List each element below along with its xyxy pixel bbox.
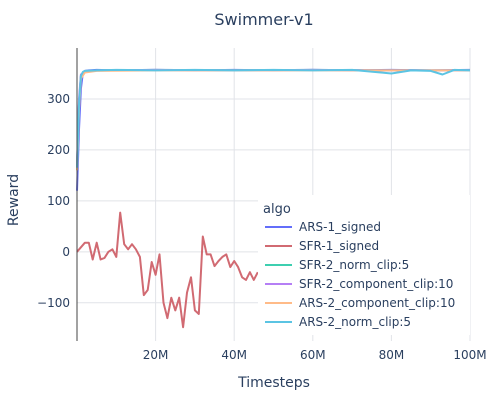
series-line	[76, 68, 471, 168]
legend: algo ARS-1_signed SFR-1_signed SFR-2_norm_…	[258, 195, 470, 335]
legend-background	[258, 195, 470, 335]
x-tick-label: 100M	[453, 348, 486, 362]
x-tick-label: 80M	[379, 348, 405, 362]
legend-item-label[interactable]: ARS-2_norm_clip:5	[299, 315, 411, 329]
y-axis-title: Reward	[6, 174, 22, 226]
y-tick-label: 0	[62, 245, 70, 259]
x-tick-label: 60M	[300, 348, 326, 362]
y-tick-label: −100	[37, 296, 70, 310]
y-tick-label: 200	[47, 143, 70, 157]
chart-title: Swimmer-v1	[214, 10, 313, 29]
legend-item-label[interactable]: SFR-2_norm_clip:5	[299, 258, 409, 272]
axis-layer: −100 0 100 200 300 20M 40M 60M 80M 100M	[37, 48, 487, 362]
series-line	[76, 211, 259, 329]
x-axis-title: Timesteps	[237, 375, 310, 391]
legend-item-label[interactable]: ARS-1_signed	[299, 220, 381, 234]
legend-item-label[interactable]: SFR-1_signed	[299, 239, 379, 253]
y-tick-label: 300	[47, 92, 70, 106]
legend-item-label[interactable]: ARS-2_component_clip:10	[299, 296, 455, 310]
legend-title: algo	[263, 202, 291, 217]
legend-items: ARS-1_signed SFR-1_signed SFR-2_norm_clip:…	[265, 220, 455, 329]
legend-item-label[interactable]: SFR-2_component_clip:10	[299, 277, 453, 291]
x-tick-label: 20M	[143, 348, 169, 362]
series-layer	[76, 68, 471, 329]
x-tick-label: 40M	[221, 348, 247, 362]
y-tick-label: 100	[47, 194, 70, 208]
